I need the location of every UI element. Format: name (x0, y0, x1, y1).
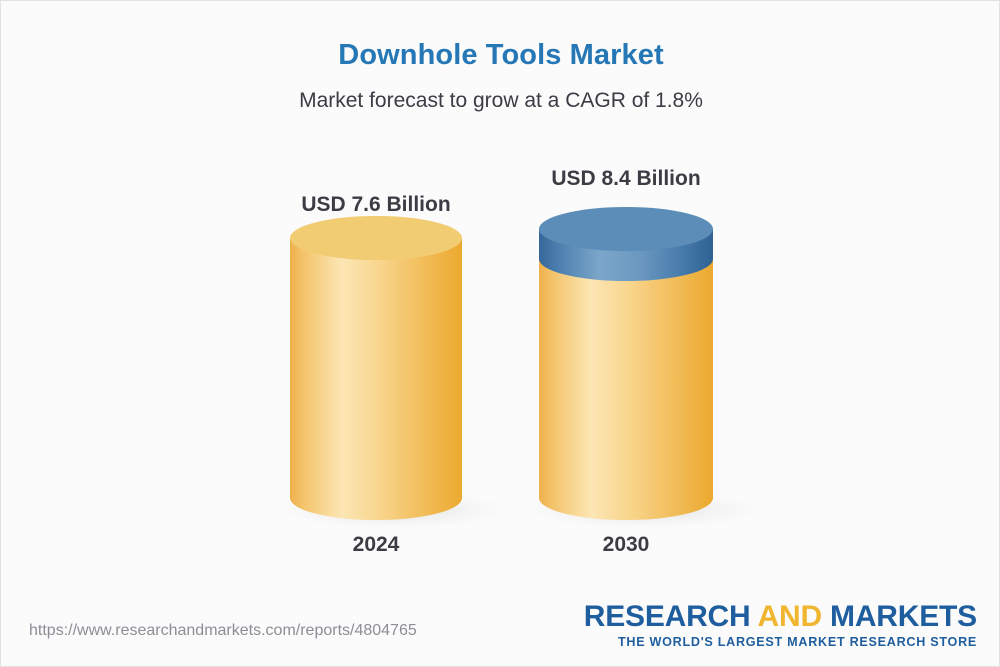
report-url-link[interactable]: https://www.researchandmarkets.com/repor… (29, 622, 417, 639)
logo-word-research: RESEARCH (583, 600, 758, 633)
category-label-2030: 2030 (602, 533, 650, 556)
chart-subtitle: Market forecast to grow at a CAGR of 1.8… (299, 89, 703, 112)
bar-2030[interactable] (525, 207, 761, 529)
bar-2030-base-body (539, 259, 713, 520)
bar-2024-body (290, 238, 462, 520)
logo-word-markets: MARKETS (821, 600, 977, 633)
bar-2024[interactable] (275, 216, 511, 529)
logo-tagline: THE WORLD'S LARGEST MARKET RESEARCH STOR… (617, 634, 977, 649)
bar-value-label-2024: USD 7.6 Billion (301, 193, 451, 216)
bar-2030-top (539, 207, 713, 251)
cylinder-bars-svg (275, 207, 761, 529)
category-label-2024: 2024 (352, 533, 400, 556)
research-and-markets-logo[interactable]: RESEARCH AND MARKETS THE WORLD'S LARGEST… (584, 601, 977, 649)
logo-word-and: AND (757, 600, 823, 633)
plot-area: USD 7.6 Billion USD 8.4 Billion 2024 203… (1, 1, 999, 601)
bar-value-label-2030: USD 8.4 Billion (551, 167, 701, 190)
logo-wordmark: RESEARCH AND MARKETS (584, 601, 977, 633)
chart-title: Downhole Tools Market (338, 39, 664, 71)
bar-2024-top (290, 216, 462, 260)
